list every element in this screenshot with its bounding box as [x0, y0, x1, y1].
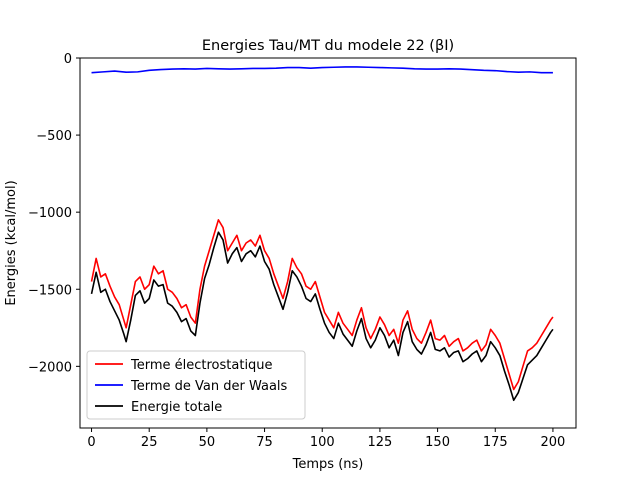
- plot-frame: [79, 57, 577, 429]
- y-tick-label: −1500: [28, 283, 72, 298]
- x-tick-label: 25: [141, 435, 158, 450]
- x-tick-label: 75: [256, 435, 273, 450]
- plot-area: [79, 57, 577, 429]
- legend: Terme électrostatique Terme de Van der Wa…: [86, 350, 306, 420]
- y-tick-label: −2000: [28, 360, 72, 375]
- x-tick-label: 150: [425, 435, 450, 450]
- legend-label: Terme de Van der Waals: [130, 379, 288, 394]
- series-line-terme-electrostatique: [90, 219, 554, 391]
- y-axis-ticks: 0 −500 −1000 −1500 −2000: [28, 52, 80, 375]
- y-tick-label: −500: [36, 129, 72, 144]
- y-tick-label: −1000: [28, 206, 72, 221]
- y-tick-label: 0: [64, 52, 72, 67]
- series-layer: [90, 66, 554, 402]
- legend-label: Terme électrostatique: [130, 358, 273, 373]
- x-tick-label: 200: [541, 435, 566, 450]
- x-tick-label: 125: [367, 435, 392, 450]
- x-tick-label: 175: [483, 435, 508, 450]
- legend-label: Energie totale: [131, 400, 222, 415]
- series-line-terme-de-van-der-waals: [91, 66, 553, 74]
- x-tick-label: 50: [199, 435, 216, 450]
- y-axis-label: Energies (kcal/mol): [4, 180, 19, 305]
- chart-title: Energies Tau/MT du modele 22 (βI): [202, 38, 454, 54]
- x-tick-label: 100: [310, 435, 335, 450]
- series-line-energie-totale: [90, 231, 554, 402]
- legend-box: [86, 350, 306, 420]
- x-axis-label: Temps (ns): [292, 457, 364, 472]
- x-tick-label: 0: [87, 435, 95, 450]
- x-axis-ticks: 0 25 50 75 100 125 150 175 200: [87, 428, 565, 450]
